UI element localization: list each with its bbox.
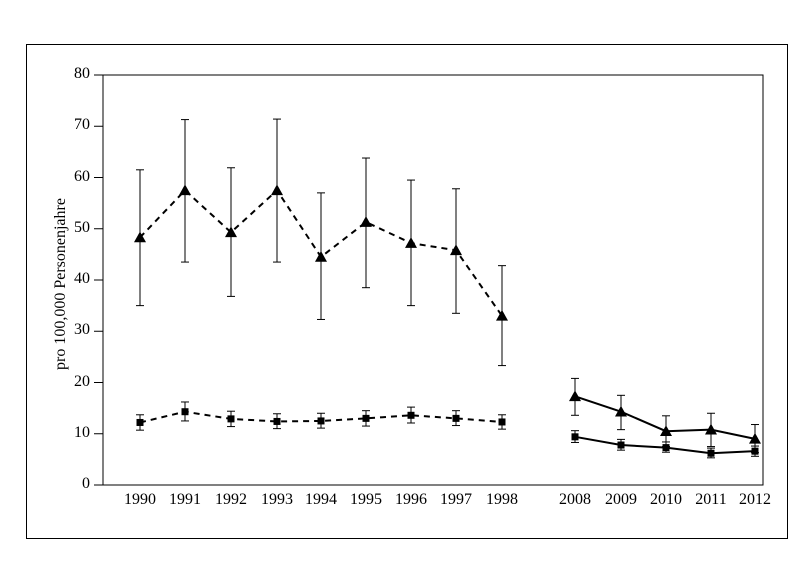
- x-tick-label: 2009: [601, 491, 641, 509]
- y-tick-label: 50: [74, 219, 90, 237]
- y-tick-label: 20: [74, 373, 90, 391]
- x-tick-label: 2010: [646, 491, 686, 509]
- x-tick-label: 1998: [482, 491, 522, 509]
- x-tick-label: 2012: [735, 491, 775, 509]
- x-tick-label: 1992: [211, 491, 251, 509]
- y-tick-label: 70: [74, 116, 90, 134]
- x-tick-label: 1991: [165, 491, 205, 509]
- x-tick-label: 1996: [391, 491, 431, 509]
- x-tick-label: 1994: [301, 491, 341, 509]
- y-tick-label: 40: [74, 270, 90, 288]
- x-tick-label: 2008: [555, 491, 595, 509]
- x-tick-label: 1990: [120, 491, 160, 509]
- y-tick-label: 60: [74, 168, 90, 186]
- x-tick-label: 1993: [257, 491, 297, 509]
- x-tick-label: 2011: [691, 491, 731, 509]
- x-tick-label: 1995: [346, 491, 386, 509]
- y-tick-label: 10: [74, 424, 90, 442]
- y-tick-label: 30: [74, 321, 90, 339]
- x-tick-label: 1997: [436, 491, 476, 509]
- y-tick-label: 0: [82, 475, 90, 493]
- y-tick-label: 80: [74, 65, 90, 83]
- y-axis-title: pro 100,000 Personenjahre: [52, 198, 70, 370]
- chart-svg: [0, 0, 800, 566]
